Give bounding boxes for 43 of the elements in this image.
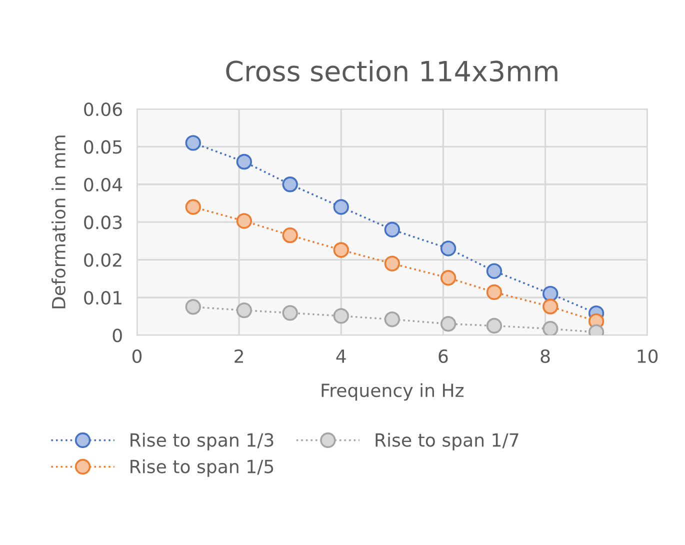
y-tick-label: 0.03 bbox=[84, 216, 122, 230]
point bbox=[384, 256, 400, 272]
x-tick-label: 10 bbox=[638, 349, 658, 364]
x-tick-label: 4 bbox=[336, 350, 346, 363]
point bbox=[333, 308, 349, 324]
point bbox=[333, 199, 349, 215]
point bbox=[542, 298, 558, 314]
point bbox=[440, 316, 456, 332]
y-tick-label: 0.04 bbox=[84, 178, 122, 192]
point bbox=[236, 213, 252, 229]
legend-label: Rise to span 1/5 bbox=[130, 459, 274, 477]
y-axis-title: Deformation in mm bbox=[52, 136, 66, 308]
point bbox=[282, 176, 298, 192]
point bbox=[542, 320, 558, 336]
point bbox=[384, 311, 400, 328]
legend-label: Rise to span 1/3 bbox=[130, 432, 274, 450]
point bbox=[486, 284, 502, 300]
y-tick-label: 0 bbox=[112, 328, 122, 342]
point bbox=[486, 318, 502, 334]
x-tick-label: 6 bbox=[438, 349, 448, 364]
x-tick-label: 0 bbox=[132, 349, 142, 364]
x-tick-label: 8 bbox=[540, 349, 550, 364]
point bbox=[486, 263, 502, 279]
point bbox=[440, 270, 456, 286]
y-tick-label: 0.01 bbox=[84, 290, 122, 305]
y-tick-label: 0.02 bbox=[84, 253, 122, 267]
point bbox=[185, 135, 201, 151]
point bbox=[282, 305, 298, 321]
y-tick-label: 0.06 bbox=[84, 102, 122, 116]
point bbox=[440, 240, 456, 256]
point bbox=[236, 154, 252, 170]
point bbox=[236, 302, 252, 318]
point bbox=[542, 286, 558, 302]
point bbox=[333, 242, 349, 258]
legend-label: Rise to span 1/7 bbox=[376, 432, 518, 450]
chart-title: Cross section 114x3mm bbox=[226, 60, 558, 82]
y-tick-label: 0.05 bbox=[84, 140, 122, 154]
x-tick-label: 2 bbox=[234, 349, 243, 363]
point bbox=[282, 227, 298, 244]
x-axis-title: Frequency in Hz bbox=[322, 383, 464, 401]
point bbox=[185, 299, 201, 315]
point bbox=[185, 199, 201, 215]
point bbox=[384, 222, 400, 238]
